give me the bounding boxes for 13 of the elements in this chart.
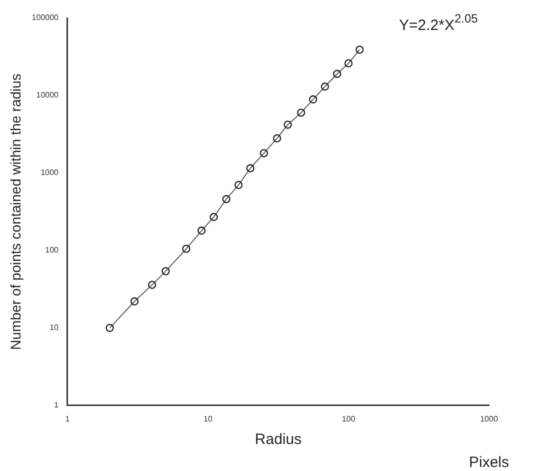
y-tick-label: 10000 bbox=[36, 90, 60, 100]
y-tick-label: 100 bbox=[45, 246, 60, 255]
x-tick-label: 1 bbox=[65, 414, 70, 424]
y-tick-label: 1 bbox=[54, 400, 60, 410]
x-axis-title: Radius bbox=[254, 431, 302, 448]
y-axis-title: Number of points contained within the radius bbox=[7, 74, 24, 350]
x-tick-label: 100 bbox=[342, 414, 356, 424]
y-tick-label: 1000 bbox=[40, 168, 60, 178]
x-tick-label: 10 bbox=[204, 414, 213, 424]
y-tick-label: 10 bbox=[50, 323, 60, 332]
y-tick-label: 100000 bbox=[32, 13, 60, 22]
text: Pixels bbox=[469, 454, 510, 471]
x-tick-label: 1000 bbox=[480, 414, 498, 424]
